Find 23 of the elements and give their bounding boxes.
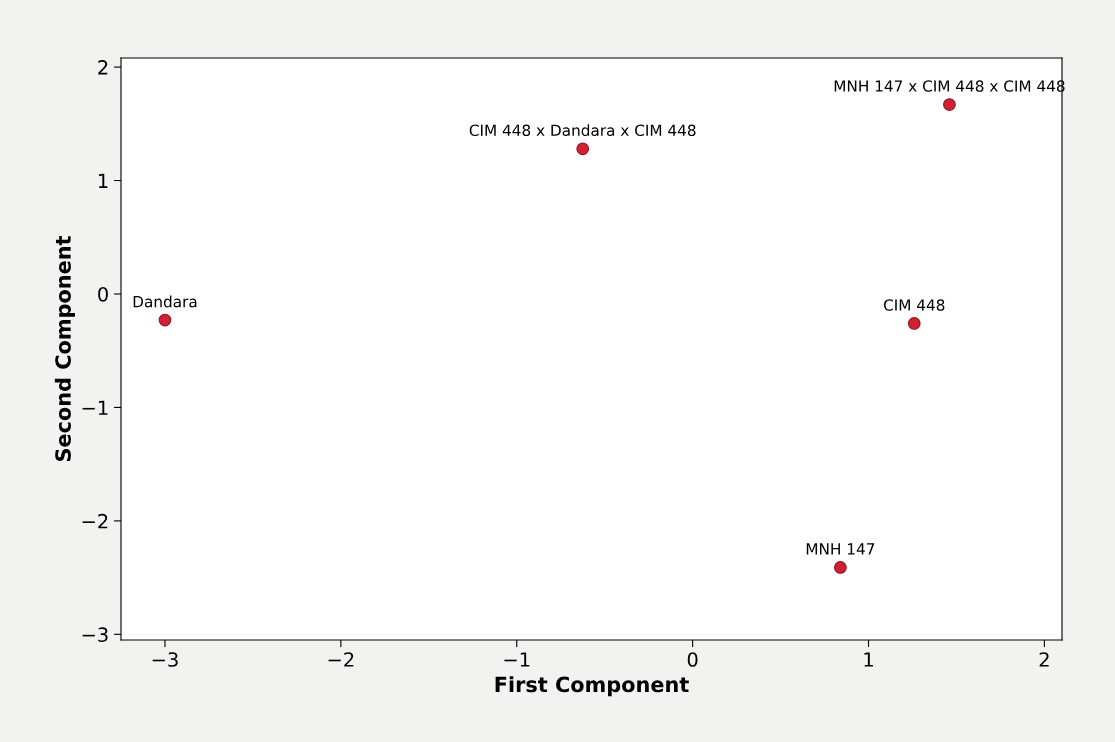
- y-tick-label: −2: [82, 513, 108, 529]
- x-tick-label: 2: [1039, 652, 1049, 667]
- y-tick-label: −1: [82, 400, 108, 415]
- annotation: Dandara: [133, 295, 197, 308]
- x-tick-label: −2: [328, 652, 354, 667]
- x-axis-title: First Component: [495, 676, 689, 697]
- point: [834, 561, 847, 574]
- point: [158, 313, 172, 327]
- x-tick-label: 1: [864, 652, 873, 667]
- point: [907, 317, 921, 330]
- y-tick-label: −3: [82, 627, 108, 642]
- y-tick-label: 0: [98, 286, 108, 302]
- point: [943, 98, 956, 111]
- y-tick-label: 1: [98, 173, 108, 188]
- x-tick-label: 0: [687, 652, 698, 667]
- annotation: CIM 448: [883, 299, 945, 311]
- annotation: CIM 448 x Dandara x CIM 448: [469, 124, 696, 137]
- x-tick-label: −3: [152, 652, 178, 667]
- x-tick-label: −1: [504, 652, 530, 667]
- point: [576, 142, 590, 156]
- y-axis-title: Second Component: [54, 235, 75, 462]
- y-tick-label: 2: [98, 60, 108, 75]
- annotation: MNH 147: [806, 543, 875, 555]
